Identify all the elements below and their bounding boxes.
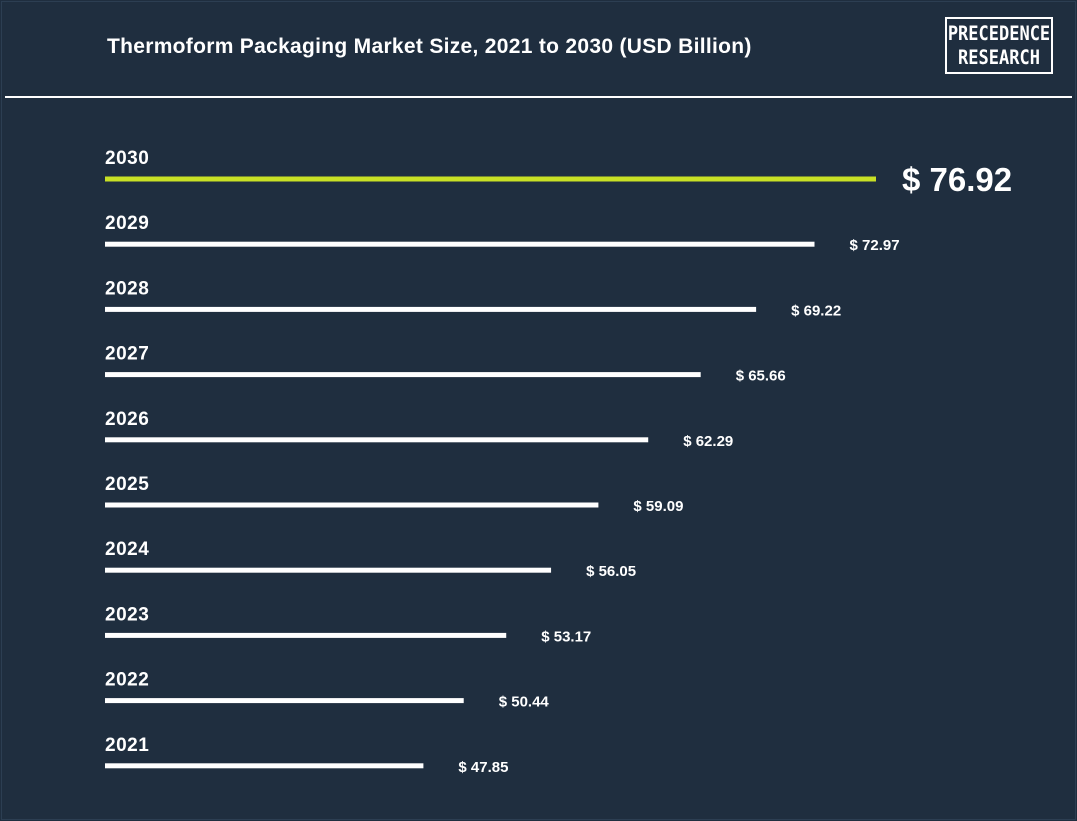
value-label: $ 69.22 bbox=[791, 302, 841, 319]
category-label: 2026 bbox=[105, 409, 149, 430]
value-label: $ 50.44 bbox=[499, 694, 550, 711]
bar bbox=[105, 306, 757, 312]
category-label: 2023 bbox=[105, 604, 149, 625]
bar bbox=[105, 632, 507, 638]
title-divider bbox=[5, 96, 1072, 98]
category-label: 2025 bbox=[105, 474, 149, 495]
value-label: $ 56.05 bbox=[586, 563, 636, 580]
logo-line-2: RESEARCH bbox=[958, 46, 1040, 69]
value-label: $ 72.97 bbox=[850, 237, 900, 254]
bar bbox=[105, 502, 599, 508]
value-label: $ 53.17 bbox=[541, 628, 591, 645]
category-label: 2030 bbox=[105, 148, 149, 169]
highlight-bar bbox=[105, 176, 876, 182]
category-label: 2021 bbox=[105, 735, 149, 756]
logo-line-1: PRECEDENCE bbox=[947, 22, 1051, 45]
value-label: $ 47.85 bbox=[458, 759, 508, 776]
value-label: $ 59.09 bbox=[633, 498, 683, 515]
category-label: 2022 bbox=[105, 670, 149, 691]
bar bbox=[105, 437, 649, 443]
category-label: 2028 bbox=[105, 278, 149, 299]
bar bbox=[105, 241, 815, 247]
bar bbox=[105, 763, 424, 769]
value-label: $ 62.29 bbox=[683, 433, 733, 450]
bar bbox=[105, 698, 464, 704]
bar bbox=[105, 567, 552, 573]
category-label: 2029 bbox=[105, 213, 149, 234]
value-label: $ 65.66 bbox=[736, 368, 786, 385]
category-label: 2027 bbox=[105, 344, 149, 365]
category-label: 2024 bbox=[105, 539, 149, 560]
precedence-research-logo: PRECEDENCE RESEARCH bbox=[945, 17, 1053, 74]
value-label: $ 76.92 bbox=[902, 161, 1012, 198]
chart-title: Thermoform Packaging Market Size, 2021 t… bbox=[107, 35, 752, 58]
bar bbox=[105, 372, 701, 378]
